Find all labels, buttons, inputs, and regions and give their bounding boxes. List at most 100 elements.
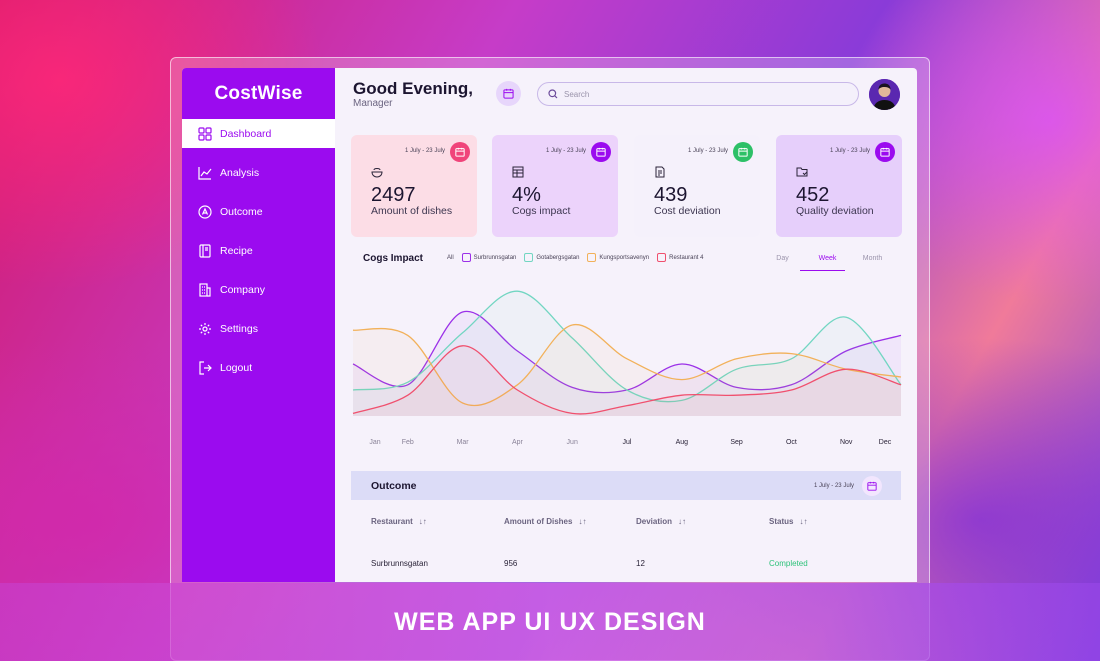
avatar[interactable] [869, 79, 900, 110]
document-icon [654, 165, 666, 183]
sidebar-item-label: Outcome [220, 205, 263, 218]
x-tick-label: Jan [369, 439, 380, 446]
outcome-date: 1 July - 23 July [813, 482, 854, 489]
chart-icon [198, 166, 212, 180]
x-tick-label: Dec [879, 439, 892, 446]
sidebar-item-analysis[interactable]: Analysis [182, 158, 335, 187]
cell-deviation: 12 [636, 559, 645, 568]
calendar-button[interactable] [496, 81, 521, 106]
series-line-Surbrunnsgatan[interactable] [352, 310, 902, 394]
legend-item[interactable]: Restaurant 4 [657, 253, 703, 262]
tab-week[interactable]: Week [818, 255, 837, 262]
status-badge: Completed [769, 559, 808, 568]
outcome-header: Outcome 1 July - 23 July [351, 471, 901, 500]
period-tabs: Day Week Month [760, 255, 895, 262]
calendar-icon [738, 147, 748, 157]
stat-card-cogs[interactable]: 1 July - 23 July 4% Cogs impact [492, 135, 618, 237]
sidebar-item-label: Settings [220, 322, 258, 335]
card-label: Cogs impact [512, 205, 571, 217]
card-date: 1 July - 23 July [829, 148, 870, 154]
column-header-status[interactable]: Status ↓↑ [769, 517, 807, 526]
app-window: CostWise Dashboard Analysis Outcome Reci… [182, 68, 917, 582]
legend-all[interactable]: All [447, 255, 454, 261]
series-line-Gotabergsgatan[interactable] [352, 290, 902, 403]
promo-banner: WEB APP UI UX DESIGN [0, 583, 1100, 661]
column-header-deviation[interactable]: Deviation ↓↑ [636, 517, 686, 526]
card-calendar-button[interactable] [875, 142, 895, 162]
card-calendar-button[interactable] [591, 142, 611, 162]
legend-label: Kungsportsavenyn [599, 254, 650, 261]
legend-item[interactable]: Surbrunnsgatan [461, 253, 517, 262]
card-value: 452 [796, 184, 830, 206]
legend-swatch [524, 253, 534, 262]
legend-label: Surbrunnsgatan [473, 254, 517, 261]
search-icon [548, 89, 558, 99]
active-tab-indicator [800, 270, 845, 271]
sort-icon: ↓↑ [578, 517, 587, 526]
sort-icon: ↓↑ [418, 517, 427, 526]
card-label: Cost deviation [654, 205, 721, 217]
search-bar[interactable] [537, 82, 859, 106]
legend-label: Restaurant 4 [669, 254, 704, 261]
search-input[interactable] [564, 89, 844, 99]
user-role: Manager [353, 98, 393, 109]
column-label: Deviation [636, 517, 673, 526]
legend-label: All [447, 254, 454, 261]
outcome-calendar-button[interactable] [862, 476, 882, 496]
calendar-icon [503, 88, 514, 99]
card-value: 4% [512, 184, 541, 206]
column-header-restaurant[interactable]: Restaurant ↓↑ [371, 517, 427, 526]
sidebar-item-logout[interactable]: Logout [182, 353, 335, 382]
calendar-icon [867, 481, 877, 491]
series-area-1 [353, 291, 901, 416]
bowl-icon [371, 165, 383, 183]
building-icon [199, 282, 211, 297]
x-tick-label: Nov [840, 439, 853, 446]
page-title: Good Evening, [353, 79, 473, 98]
card-date: 1 July - 23 July [545, 148, 586, 154]
sidebar-item-settings[interactable]: Settings [182, 314, 335, 343]
sidebar-item-label: Logout [220, 361, 253, 374]
card-calendar-button[interactable] [450, 142, 470, 162]
outcome-icon [198, 204, 212, 219]
x-tick-label: Apr [512, 439, 524, 446]
stat-card-quality-deviation[interactable]: 1 July - 23 July 452 Quality deviation [776, 135, 902, 237]
x-tick-label: Sep [730, 439, 743, 446]
legend-label: Gotabergsgatan [536, 254, 580, 261]
x-tick-label: Jul [623, 439, 632, 446]
card-label: Amount of dishes [371, 205, 453, 217]
tab-month[interactable]: Month [862, 255, 883, 262]
logout-icon [199, 360, 212, 375]
stat-card-dishes[interactable]: 1 July - 23 July 2497 Amount of dishes [351, 135, 477, 237]
tab-day[interactable]: Day [776, 255, 789, 262]
outcome-title: Outcome [371, 479, 417, 492]
cogs-line-chart: Jan Feb Mar Apr Jun Jul Aug Sep Oct Nov Dec [352, 290, 902, 446]
sidebar-item-outcome[interactable]: Outcome [182, 197, 335, 226]
calendar-icon [455, 147, 465, 157]
column-label: Amount of Dishes [504, 517, 573, 526]
series-line-Restaurant 4[interactable] [352, 345, 902, 415]
card-calendar-button[interactable] [733, 142, 753, 162]
sidebar-item-dashboard[interactable]: Dashboard [182, 119, 335, 148]
sort-icon: ↓↑ [678, 517, 687, 526]
grid-icon [198, 126, 212, 141]
cell-restaurant: Surbrunnsgatan [371, 559, 428, 568]
sidebar: CostWise Dashboard Analysis Outcome Reci… [182, 68, 335, 582]
calendar-icon [596, 147, 606, 157]
card-value: 2497 [371, 184, 416, 206]
sidebar-item-label: Dashboard [220, 127, 272, 140]
legend-swatch [461, 253, 471, 262]
sort-icon: ↓↑ [799, 517, 808, 526]
legend-item[interactable]: Kungsportsavenyn [587, 253, 649, 262]
column-header-dishes[interactable]: Amount of Dishes ↓↑ [504, 517, 586, 526]
stat-card-cost-deviation[interactable]: 1 July - 23 July 439 Cost deviation [634, 135, 760, 237]
series-line-Kungsportsavenyn[interactable] [352, 324, 902, 407]
sidebar-item-company[interactable]: Company [182, 275, 335, 304]
sidebar-item-label: Analysis [220, 166, 260, 179]
x-tick-label: Jun [567, 439, 578, 446]
sidebar-item-recipe[interactable]: Recipe [182, 236, 335, 265]
x-tick-label: Feb [402, 439, 414, 446]
chart-title: Cogs Impact [363, 253, 424, 264]
cell-dishes: 956 [504, 559, 518, 568]
legend-item[interactable]: Gotabergsgatan [524, 253, 579, 262]
